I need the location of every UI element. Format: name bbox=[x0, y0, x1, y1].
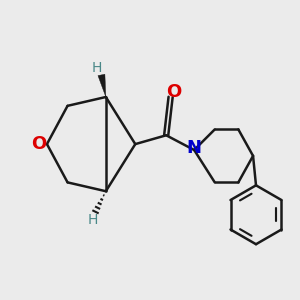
Text: H: H bbox=[87, 213, 98, 227]
Text: H: H bbox=[92, 61, 102, 75]
Polygon shape bbox=[98, 74, 106, 97]
Text: N: N bbox=[187, 139, 202, 157]
Text: O: O bbox=[31, 135, 46, 153]
Text: O: O bbox=[166, 83, 181, 101]
